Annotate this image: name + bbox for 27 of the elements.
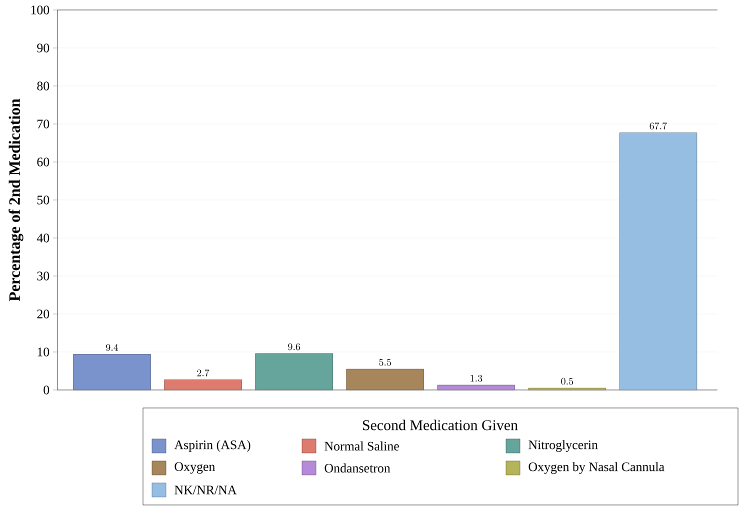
legend-label: Oxygen <box>174 462 216 474</box>
y-tick-label: 20 <box>37 310 50 318</box>
y-tick-label: 50 <box>37 196 50 204</box>
data-label: 1 .3 <box>470 374 482 382</box>
data-label: 9.4 <box>106 344 118 351</box>
y-tick-label: 60 <box>37 158 50 166</box>
legend-title: Second Medication Given <box>362 420 518 430</box>
y-tick-label: 30 <box>37 272 50 280</box>
legend-label: NK/NR/NA <box>174 486 237 494</box>
legend-label: Nitroglycerin <box>528 440 598 452</box>
data-label: 0.5 <box>561 378 574 385</box>
legend-label: Aspirin (ASA) <box>174 440 250 452</box>
y-tick-label: 90 <box>37 44 50 52</box>
data-label: 9.6 <box>288 343 300 350</box>
data-label: 67.7 <box>650 122 667 130</box>
y-tick-label: 0 <box>44 386 50 394</box>
data-label: 2.7 <box>197 369 210 376</box>
legend-label: Oxygen by Nasal Cannula <box>528 462 664 474</box>
y-tick-label: 10 <box>38 348 50 356</box>
data-label: 5.5 <box>379 358 391 366</box>
y-axis-title: Percentage of 2nd Medication <box>8 98 24 302</box>
y-tick-label: 40 <box>36 234 50 242</box>
legend-label: Ondansetron <box>324 463 390 473</box>
y-tick-label: 100 <box>31 6 50 14</box>
y-tick-label: 70 <box>38 120 50 128</box>
y-tick-label: 80 <box>37 82 50 90</box>
legend-label: Normal Saline <box>324 441 399 451</box>
